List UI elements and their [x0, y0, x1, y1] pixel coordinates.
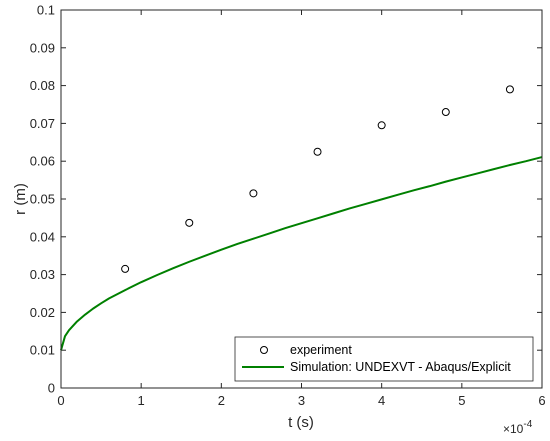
- y-tick-label: 0.05: [30, 192, 55, 207]
- x-axis-label: t (s): [288, 414, 314, 431]
- y-tick-label: 0: [48, 381, 55, 396]
- y-axis-label: r (m): [12, 183, 29, 215]
- y-tick-label: 0.02: [30, 305, 55, 320]
- y-tick-label: 0.1: [37, 3, 55, 18]
- legend-experiment-marker: [260, 346, 268, 354]
- legend-experiment-label: experiment: [290, 343, 352, 357]
- y-tick-label: 0.04: [30, 229, 55, 244]
- experiment-point: [441, 108, 450, 117]
- x-axis-exponent-base: ×10: [503, 422, 524, 436]
- x-tick-label: 1: [138, 393, 145, 408]
- x-tick-label: 0: [57, 393, 64, 408]
- x-tick-label: 5: [458, 393, 465, 408]
- experiment-series: [121, 85, 514, 273]
- y-tick-label: 0.03: [30, 267, 55, 282]
- experiment-point: [249, 189, 258, 198]
- y-tick-label: 0.09: [30, 40, 55, 55]
- simulation-line: [60, 156, 543, 351]
- y-tick-label: 0.08: [30, 78, 55, 93]
- plot-area: [61, 10, 542, 388]
- x-axis-exponent-power: -4: [523, 419, 532, 430]
- x-tick-label: 4: [378, 393, 385, 408]
- legend-box: [234, 336, 534, 382]
- legend-simulation-label: Simulation: UNDEXVT - Abaqus/Explicit: [290, 360, 511, 374]
- experiment-point: [185, 218, 194, 227]
- x-tick-label: 6: [538, 393, 545, 408]
- y-axis-ticks: 0 0.01 0.02 0.03 0.04 0.05 0.06 0.07 0.08 0.09 0.1: [30, 3, 542, 396]
- x-tick-label: 2: [218, 393, 225, 408]
- x-axis-exponent: ×10-4: [503, 419, 533, 436]
- plot-frame: [60, 9, 543, 389]
- y-tick-label: 0.01: [30, 343, 55, 358]
- experiment-point: [377, 121, 386, 130]
- experiment-point: [313, 147, 322, 156]
- y-tick-label: 0.06: [30, 154, 55, 169]
- y-tick-label: 0.07: [30, 116, 55, 131]
- legend: experiment Simulation: UNDEXVT - Abaqus/…: [234, 336, 534, 382]
- experiment-point: [121, 264, 130, 273]
- x-tick-label: 3: [298, 393, 305, 408]
- experiment-point: [505, 85, 514, 94]
- simulation-series: [60, 156, 543, 351]
